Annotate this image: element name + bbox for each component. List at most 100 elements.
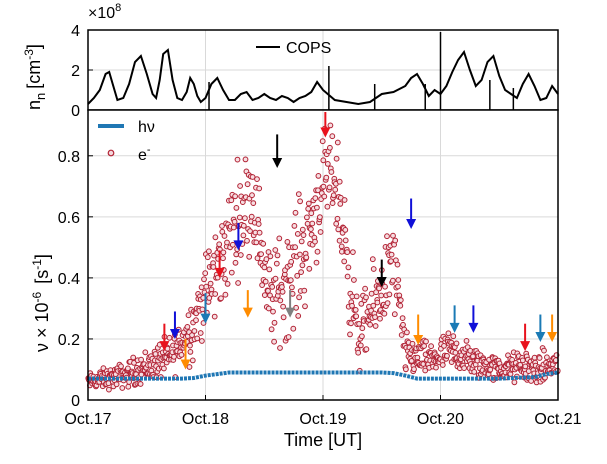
e-point [397, 302, 404, 309]
e-point [351, 277, 357, 283]
e-point [511, 379, 518, 386]
e-point [356, 321, 363, 327]
e-point [350, 249, 356, 256]
event-arrow-head-0 [159, 341, 170, 352]
e-point [274, 252, 281, 259]
event-arrow-12 [413, 314, 424, 346]
legend-hv-label: hν [138, 119, 155, 136]
e-point [400, 321, 406, 328]
e-point [291, 223, 298, 229]
e-point [230, 224, 237, 231]
e-point [321, 193, 328, 200]
e-point [271, 338, 278, 345]
e-point [279, 288, 286, 295]
e-point [218, 295, 224, 302]
e-point [235, 280, 242, 286]
e-point [272, 247, 279, 253]
e-point [317, 229, 324, 235]
e-point [395, 277, 402, 283]
e-point [137, 381, 144, 387]
e-point [320, 157, 327, 164]
frequency-plot-frame [87, 109, 559, 401]
e-point [324, 203, 331, 210]
e-point [287, 277, 294, 284]
event-arrow-3 [200, 293, 211, 324]
event-arrow-head-1 [169, 328, 180, 339]
e-point [324, 161, 331, 167]
e-point [240, 222, 247, 229]
density-panel: 0 2 4 ×108 COPS nn[cm-3] [22, 2, 559, 120]
e-point [273, 260, 280, 267]
e-point [300, 232, 307, 239]
event-arrow-head-11 [406, 219, 417, 230]
e-point [335, 226, 342, 233]
e-point [259, 282, 266, 289]
e-point [244, 181, 251, 188]
e-point [261, 264, 268, 271]
e-point [299, 226, 306, 233]
event-arrow-7 [272, 134, 283, 168]
e-point [292, 209, 299, 216]
e-point [329, 133, 336, 140]
e-point [269, 284, 276, 290]
e-point [367, 321, 374, 328]
e-point [240, 232, 247, 239]
e-point [270, 308, 276, 315]
e-point [376, 285, 383, 292]
event-arrow-head-2 [180, 359, 191, 370]
e-point [330, 192, 337, 199]
e-point [231, 218, 238, 225]
e-point [248, 213, 255, 220]
density-ytick-label-0: 0 [71, 103, 80, 120]
e-point [404, 329, 410, 336]
e-point [288, 258, 295, 265]
e-point [212, 291, 219, 297]
event-arrow-4 [214, 250, 225, 278]
e-point [206, 295, 213, 301]
e-point [302, 303, 308, 310]
e-point [210, 264, 217, 270]
e-point [201, 276, 207, 283]
e-point [118, 363, 124, 370]
e-point [236, 214, 243, 221]
e-point [388, 251, 395, 258]
event-arrow-head-6 [242, 307, 253, 318]
e-point [315, 173, 322, 179]
e-point [265, 305, 272, 312]
event-arrow-10 [376, 259, 387, 288]
e-point [234, 156, 241, 163]
e-point [344, 249, 351, 256]
x-tick-label-1: Oct.18 [182, 411, 229, 428]
e-point [187, 342, 193, 349]
e-point [198, 284, 205, 291]
e-point [256, 185, 263, 192]
e-point [536, 355, 543, 361]
event-arrow-head-17 [547, 332, 558, 342]
e-point [408, 358, 415, 364]
e-point [317, 214, 323, 221]
e-point [191, 328, 198, 334]
e-point [284, 239, 291, 245]
event-arrow-head-10 [376, 277, 387, 288]
e-point [294, 272, 301, 279]
e-point [423, 338, 429, 345]
e-point [222, 276, 228, 282]
e-point [222, 291, 229, 298]
frequency-ytick-label-4: 0.8 [58, 149, 80, 166]
e-point [314, 204, 320, 211]
legend-cops-label: COPS [286, 40, 331, 57]
frequency-series-photo [88, 370, 559, 381]
hv-line [88, 370, 559, 381]
e-point [374, 299, 381, 306]
e-point [369, 256, 376, 263]
e-point [338, 243, 345, 250]
e-point [197, 330, 204, 336]
e-point [297, 198, 304, 205]
e-point [453, 340, 460, 347]
e-point [337, 201, 344, 207]
event-arrow-head-9 [320, 127, 331, 138]
e-point [249, 192, 255, 199]
e-point [363, 346, 370, 353]
e-point [428, 343, 435, 350]
